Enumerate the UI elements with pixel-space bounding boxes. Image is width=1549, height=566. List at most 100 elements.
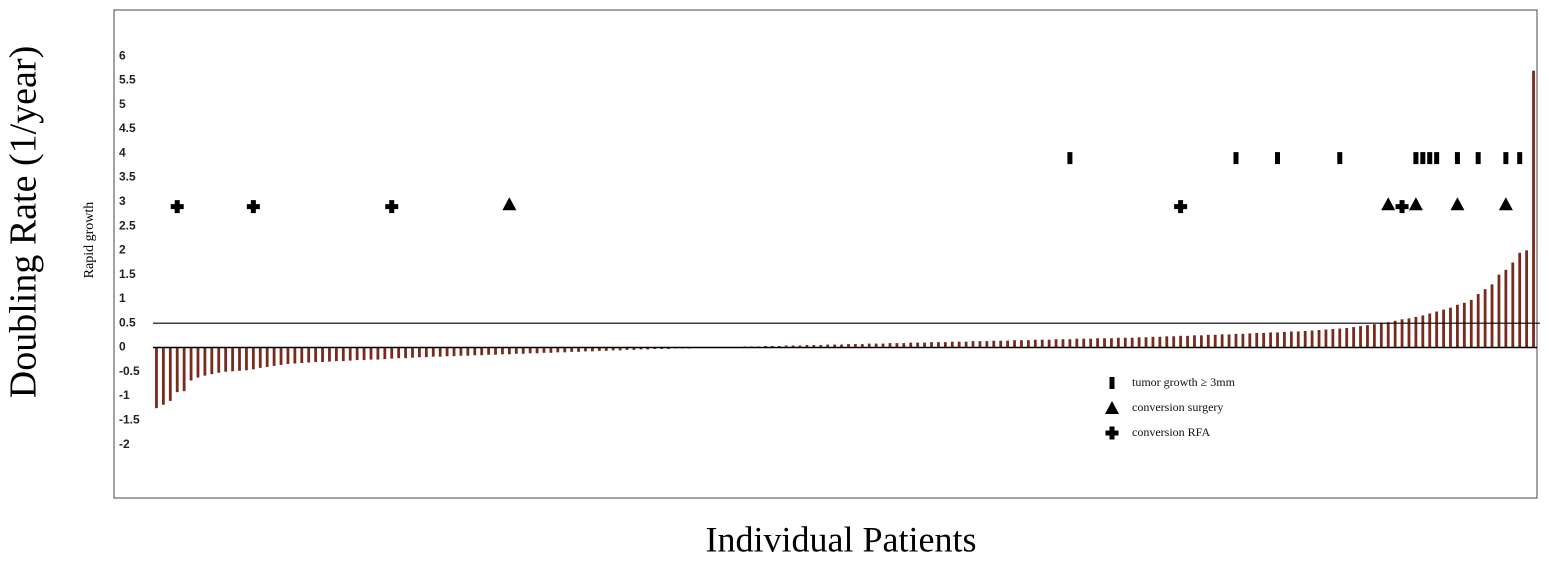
plot-frame [113,9,1538,499]
bar [584,347,587,352]
bar [383,347,387,360]
bar [217,347,221,373]
bar [286,347,290,364]
marker-bar [1503,152,1509,165]
bar [155,347,158,409]
bar [1393,320,1397,348]
marker-bar [1233,152,1239,165]
marker-triangle [1381,197,1396,211]
bar [404,347,407,359]
bar [1248,333,1252,348]
bar [1317,329,1321,348]
bar [445,347,449,357]
bar [341,347,345,362]
bar [1476,294,1480,348]
bar [570,347,574,352]
bar [328,347,331,362]
bar [1262,332,1266,348]
bar [272,347,276,366]
bar [1234,333,1238,348]
x-axis-title: Individual Patients [706,519,977,559]
bar [646,347,650,350]
bar [418,347,421,358]
bar [494,347,497,355]
bar [1255,332,1259,348]
y-tick-label: 3 [119,194,126,208]
bar [182,347,186,392]
y-tick-label: 0.5 [119,315,136,329]
bar [1020,340,1023,348]
bar [1033,339,1037,348]
bar [1026,340,1030,348]
bar [431,347,435,357]
bar [784,345,788,348]
marker-plus [170,200,184,214]
bar [563,347,567,353]
bar [376,347,380,360]
bar [251,347,255,370]
bar [279,347,283,365]
bar [805,345,809,348]
bar [819,345,823,348]
bar [507,347,511,355]
y-axis-title: Doubling Rate (1/year) [3,46,45,398]
marker-plus [385,200,399,214]
y-tick-label: 6 [119,48,126,62]
bar [514,347,518,354]
bar [1372,324,1376,348]
bar [521,347,525,354]
bar [258,347,262,368]
bar [625,347,629,350]
bar [1331,329,1335,348]
y-tick-label: -1 [119,388,130,402]
bar [611,347,615,351]
bar [1151,336,1155,348]
bar [1047,339,1051,348]
bar [528,347,532,354]
bar [833,344,837,348]
bar [1490,284,1494,348]
y-tick-label: 3.5 [119,170,136,184]
bar [175,347,179,393]
marker-bar [1420,152,1426,165]
bar [1366,325,1369,348]
bar [791,345,795,348]
bar [1400,319,1404,348]
bar [957,341,961,348]
bar [1504,269,1508,348]
y-tick-label: -2 [119,437,130,451]
bar [1414,316,1418,348]
bar [1110,338,1113,348]
bar [1130,337,1134,348]
bar [549,347,553,353]
bar [964,341,968,348]
bar [1179,335,1183,348]
bar [265,347,269,367]
bar [480,347,484,356]
bar [224,347,228,372]
bar [556,347,560,353]
bar [168,347,172,401]
y-tick-label: 4 [119,145,126,159]
threshold-label: Rapid growth [82,202,97,279]
bar [1359,326,1362,348]
bar [1338,328,1342,348]
bar [847,344,850,348]
marker-bar [1517,152,1523,165]
bar [459,347,463,356]
bar [1532,70,1535,348]
bar [1193,335,1196,348]
marker-bar [1275,152,1280,165]
bar [1518,252,1522,348]
bar [1435,311,1439,348]
bar [397,347,401,359]
bar [978,341,982,348]
bar [501,347,504,355]
bar [307,347,311,363]
bar [1241,333,1245,348]
bar [1345,328,1349,348]
marker-bar [1109,377,1115,389]
bar [1462,302,1466,348]
bar [369,347,373,360]
bar [992,340,996,348]
